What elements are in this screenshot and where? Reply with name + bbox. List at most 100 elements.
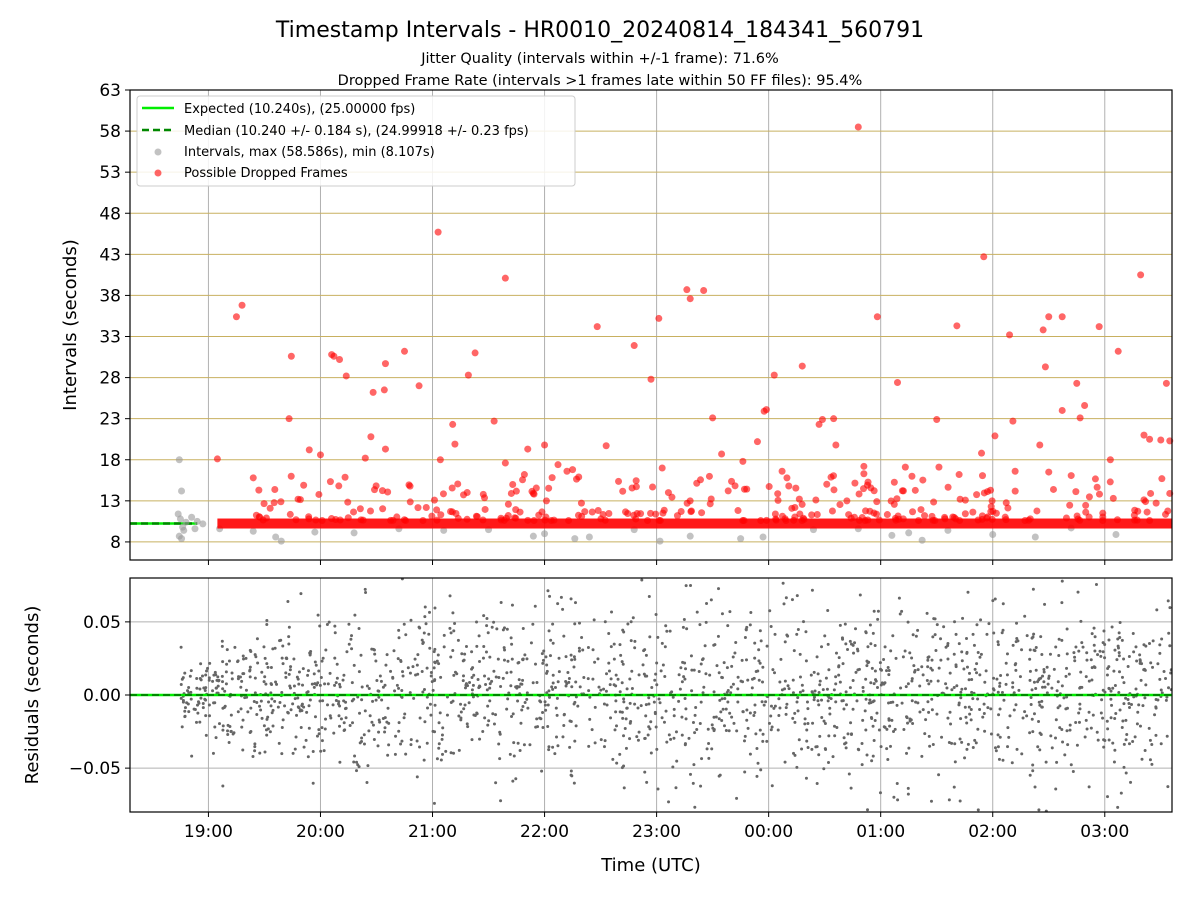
residual-point xyxy=(572,781,576,785)
residual-point xyxy=(1057,637,1061,641)
residual-point xyxy=(1077,711,1081,715)
residual-point xyxy=(1124,738,1128,742)
residual-point xyxy=(276,705,280,709)
dropped-frame-point xyxy=(1091,475,1099,483)
residual-point xyxy=(1037,719,1041,723)
residual-point xyxy=(974,741,978,745)
residual-point xyxy=(609,677,613,681)
residual-point xyxy=(971,745,975,749)
residual-point xyxy=(400,689,404,693)
residual-point xyxy=(613,728,617,732)
dropped-frame-point xyxy=(647,509,655,517)
residual-point xyxy=(612,657,616,661)
residual-point xyxy=(826,699,830,703)
residual-point xyxy=(761,732,765,736)
residual-point xyxy=(758,661,762,665)
residual-point xyxy=(318,699,322,703)
residual-point xyxy=(253,691,257,695)
dropped-frame-point xyxy=(619,487,627,495)
intervals-y-tick-label: 48 xyxy=(99,204,121,224)
residual-point xyxy=(965,637,969,641)
residual-point xyxy=(347,642,351,646)
residual-point xyxy=(732,721,736,725)
residual-point xyxy=(313,660,317,664)
residual-point xyxy=(813,689,817,693)
dropped-frame-point xyxy=(647,375,655,383)
residual-point xyxy=(484,683,488,687)
residual-point xyxy=(521,626,525,630)
residual-point xyxy=(1147,726,1151,730)
residual-point xyxy=(204,686,208,690)
residual-point xyxy=(265,733,269,737)
residual-point xyxy=(529,641,533,645)
residual-point xyxy=(937,666,941,670)
residual-point xyxy=(615,724,619,728)
residual-point xyxy=(837,664,841,668)
residual-point xyxy=(703,644,707,648)
dropped-frame-point xyxy=(430,496,438,504)
dropped-frame-point xyxy=(683,499,691,507)
intervals-y-tick-label: 38 xyxy=(99,286,121,306)
residual-point xyxy=(1124,771,1128,775)
residual-point xyxy=(982,712,986,716)
residual-point xyxy=(1050,686,1054,690)
interval-point xyxy=(571,535,579,543)
residual-point xyxy=(992,631,996,635)
residual-point xyxy=(755,774,759,778)
residual-point xyxy=(618,643,622,647)
residual-point xyxy=(965,747,969,751)
residual-point xyxy=(404,752,408,756)
residual-point xyxy=(317,728,321,732)
residual-point xyxy=(1010,761,1014,765)
residual-point xyxy=(1031,730,1035,734)
dropped-frame-point xyxy=(890,500,898,508)
residual-point xyxy=(1129,702,1133,706)
residual-point xyxy=(818,679,822,683)
residual-point xyxy=(423,605,427,609)
residual-point xyxy=(227,659,231,663)
residual-point xyxy=(1090,678,1094,682)
residual-point xyxy=(1054,718,1058,722)
residual-point xyxy=(812,698,816,702)
residual-point xyxy=(1148,758,1152,762)
residual-point xyxy=(888,724,892,728)
residual-point xyxy=(301,683,305,687)
residual-point xyxy=(299,725,303,729)
dropped-frame-point xyxy=(901,463,909,471)
residual-point xyxy=(764,700,768,704)
residual-point xyxy=(298,709,302,713)
residual-point xyxy=(869,642,873,646)
residual-point xyxy=(227,741,231,745)
residual-point xyxy=(837,656,841,660)
residual-point xyxy=(1169,671,1172,675)
residual-point xyxy=(1060,728,1064,732)
residual-point xyxy=(967,705,971,709)
residual-point xyxy=(212,673,216,677)
residual-point xyxy=(872,609,876,613)
dropped-frame-point xyxy=(851,479,859,487)
residual-point xyxy=(180,677,184,681)
dropped-frame-point xyxy=(686,295,694,303)
residual-point xyxy=(1048,652,1052,656)
residual-point xyxy=(287,625,291,629)
residual-point xyxy=(1127,654,1131,658)
dropped-frame-point xyxy=(1143,508,1151,516)
residual-point xyxy=(1014,662,1018,666)
residual-point xyxy=(1005,652,1009,656)
residual-point xyxy=(253,745,257,749)
residual-point xyxy=(551,681,555,685)
residual-point xyxy=(374,698,378,702)
residual-point xyxy=(891,700,895,704)
residual-point xyxy=(847,772,851,776)
residual-point xyxy=(501,676,505,680)
residual-point xyxy=(339,717,343,721)
residual-point xyxy=(655,661,659,665)
residual-point xyxy=(371,723,375,727)
residual-point xyxy=(399,742,403,746)
residual-point xyxy=(581,648,585,652)
residual-point xyxy=(387,743,391,747)
residual-point xyxy=(262,645,266,649)
dropped-frame-point xyxy=(1011,487,1019,495)
residual-point xyxy=(509,670,513,674)
